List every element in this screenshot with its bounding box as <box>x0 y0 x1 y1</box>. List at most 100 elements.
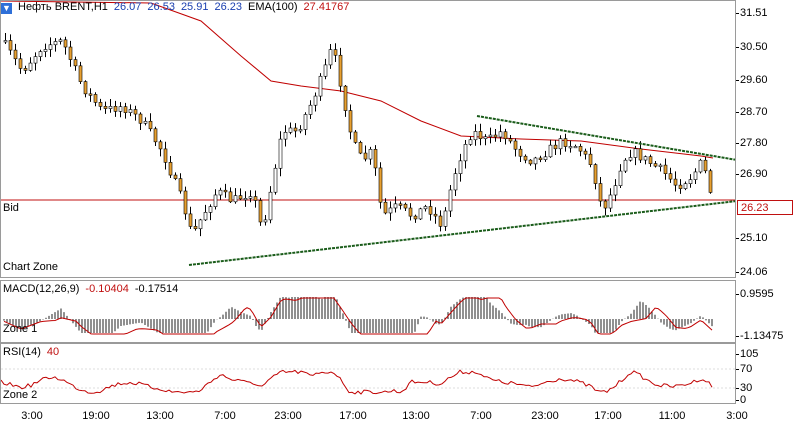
candle-body <box>363 152 368 160</box>
candle-body <box>353 131 358 143</box>
candle-body <box>638 148 643 161</box>
price-chart-pane[interactable]: ▼ Нефть BRENT,H1 26.07 26.53 25.91 26.23 EMA(1… <box>0 0 736 278</box>
zone-1-label: Zone 1 <box>3 323 38 335</box>
price-axis[interactable]: 31.51 30.50 29.60 28.70 27.80 26.90 25.1… <box>736 0 796 278</box>
candle-body <box>548 144 553 158</box>
price-tick: 31.51 <box>736 7 768 19</box>
candle-body <box>213 194 218 207</box>
candle-body <box>293 127 298 132</box>
time-tick: 7:00 <box>470 410 492 422</box>
chart-zone-label: Chart Zone <box>3 261 59 273</box>
candle-body <box>133 109 138 115</box>
candle-body <box>313 95 318 106</box>
candle-body <box>283 132 288 140</box>
candle-body <box>303 114 308 130</box>
candle-body <box>498 131 503 138</box>
high-value: 26.53 <box>147 1 175 13</box>
candle-body <box>588 153 593 165</box>
candle-body <box>503 131 508 140</box>
rsi-canvas[interactable] <box>1 344 735 403</box>
candle-body <box>373 149 378 169</box>
candle-body <box>188 213 193 227</box>
candle-body <box>583 150 588 155</box>
candle-body <box>13 49 18 60</box>
candle-body <box>458 160 463 174</box>
candle-body <box>528 159 533 165</box>
candle-body <box>568 146 573 149</box>
candle-body <box>328 49 333 66</box>
candle-body <box>643 156 648 161</box>
candle-body <box>48 44 53 50</box>
price-tick: 25.10 <box>736 232 768 244</box>
candle-body <box>423 206 428 210</box>
macd-pane[interactable]: MACD(12,26,9) -0.10404 -0.17514 Zone 1 <box>0 280 736 343</box>
candle-body <box>573 146 578 149</box>
rsi-line <box>1 369 713 395</box>
time-tick: 17:00 <box>594 410 622 422</box>
macd-label: MACD(12,26,9) <box>3 283 80 295</box>
macd-canvas[interactable] <box>1 281 735 342</box>
price-tick: 27.80 <box>736 137 768 149</box>
candle-body <box>93 94 98 103</box>
candle-body <box>218 189 223 196</box>
chart-header: ▼ Нефть BRENT,H1 26.07 26.53 25.91 26.23 EMA(1… <box>1 1 355 14</box>
candle-body <box>688 179 693 184</box>
candle-body <box>118 106 123 112</box>
candle-body <box>708 170 713 193</box>
candle-body <box>678 184 683 189</box>
candle-body <box>438 215 443 227</box>
open-value: 26.07 <box>113 1 142 13</box>
time-tick: 13:00 <box>146 410 174 422</box>
low-value: 25.91 <box>180 1 209 13</box>
candle-body <box>408 207 413 217</box>
candle-body <box>398 203 403 206</box>
price-tick: 29.60 <box>736 74 768 86</box>
candle-body <box>128 109 133 113</box>
candle-body <box>198 219 203 230</box>
rsi-axis[interactable]: 105 70 30 0 <box>735 343 796 406</box>
candle-body <box>613 185 618 196</box>
candle-body <box>138 113 143 124</box>
candle-body <box>153 128 158 143</box>
candle-body <box>598 183 603 202</box>
arrow-down-icon[interactable]: ▼ <box>1 3 12 14</box>
candle-body <box>323 64 328 77</box>
candle-body <box>658 164 663 167</box>
time-tick: 13:00 <box>402 410 430 422</box>
candle-body <box>698 159 703 173</box>
candle-body <box>158 141 163 150</box>
time-axis[interactable]: 3:00 19:00 13:00 7:00 23:00 17:00 13:00 … <box>0 404 796 436</box>
candle-body <box>488 134 493 138</box>
candle-body <box>663 164 668 174</box>
rsi-pane[interactable]: RSI(14) 40 Zone 2 <box>0 343 736 404</box>
candle-body <box>508 138 513 142</box>
macd-header: MACD(12,26,9) -0.10404 -0.17514 <box>3 283 184 296</box>
close-value: 26.23 <box>214 1 242 13</box>
candle-body <box>163 148 168 163</box>
rsi-tick: 105 <box>735 348 759 360</box>
time-tick: 11:00 <box>658 410 686 422</box>
candle-body <box>578 146 583 152</box>
candle-body <box>553 144 558 150</box>
candle-body <box>593 164 598 184</box>
time-tick: 7:00 <box>214 410 236 422</box>
bid-line-label: Bid <box>3 202 19 214</box>
candle-body <box>618 170 623 186</box>
candle-body <box>543 156 548 160</box>
candle-body <box>473 131 478 141</box>
time-tick: 3:00 <box>21 410 43 422</box>
candle-body <box>358 142 363 154</box>
candle-body <box>173 174 178 179</box>
candle-body <box>273 167 278 193</box>
candle-body <box>468 139 473 145</box>
time-tick: 3:00 <box>726 410 748 422</box>
candle-body <box>448 189 453 212</box>
candle-body <box>83 81 88 95</box>
candle-body <box>268 191 273 221</box>
candle-body <box>178 178 183 192</box>
price-chart-canvas[interactable] <box>1 1 735 277</box>
price-tick: 28.70 <box>736 106 768 118</box>
macd-axis[interactable]: 0.9595 -1.13475 <box>735 280 796 343</box>
candle-body <box>558 138 563 150</box>
